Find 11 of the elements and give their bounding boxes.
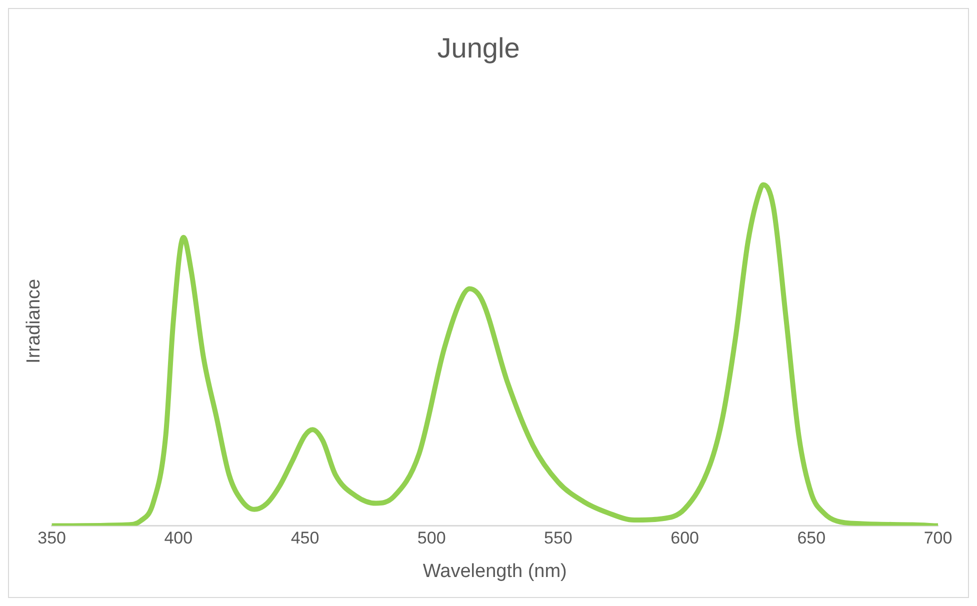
x-tick-label: 350 xyxy=(38,528,66,548)
x-tick-label: 450 xyxy=(290,528,320,548)
chart-title: Jungle xyxy=(437,32,520,64)
x-tick-label: 600 xyxy=(670,528,699,548)
x-tick-label: 550 xyxy=(544,528,572,548)
x-tick-label: 400 xyxy=(164,528,193,548)
x-tick-label: 500 xyxy=(417,528,446,548)
x-tick-label: 650 xyxy=(797,528,826,548)
y-axis-title: Irradiance xyxy=(24,278,45,364)
x-tick-label: 700 xyxy=(924,528,952,548)
x-axis-title: Wavelength (nm) xyxy=(422,560,567,582)
